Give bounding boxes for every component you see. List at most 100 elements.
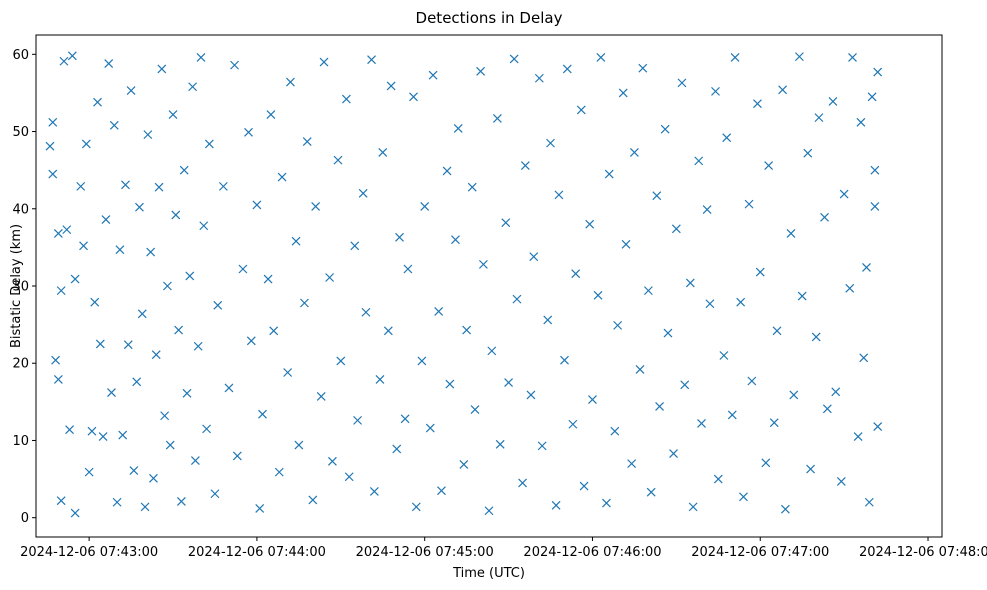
data-point xyxy=(67,51,77,61)
data-point xyxy=(688,502,698,512)
data-point xyxy=(165,440,175,450)
data-point xyxy=(115,245,125,255)
data-point xyxy=(434,307,444,316)
data-point xyxy=(132,377,142,387)
data-point xyxy=(579,481,589,491)
data-point xyxy=(190,456,200,465)
data-point xyxy=(705,299,715,309)
data-point xyxy=(157,64,167,74)
data-point xyxy=(831,387,841,397)
data-point xyxy=(392,444,402,454)
data-point xyxy=(246,336,256,346)
data-point xyxy=(596,52,606,62)
data-point xyxy=(70,274,80,284)
data-point xyxy=(319,57,329,67)
data-point xyxy=(112,497,122,507)
data-point xyxy=(870,165,880,175)
data-point xyxy=(283,368,293,377)
data-point xyxy=(395,232,404,242)
x-tick-label: 2024-12-06 07:47:00 xyxy=(691,545,829,560)
data-point xyxy=(856,117,866,127)
data-point xyxy=(400,414,410,424)
data-point xyxy=(196,52,206,62)
data-point xyxy=(736,297,746,307)
data-point xyxy=(520,161,530,170)
data-point xyxy=(258,409,267,419)
data-point xyxy=(202,424,211,434)
data-point xyxy=(87,426,97,436)
x-tick-label: 2024-12-06 07:43:00 xyxy=(20,545,158,560)
data-point xyxy=(425,423,435,433)
data-point xyxy=(442,166,452,176)
data-point xyxy=(803,148,813,158)
data-point xyxy=(286,77,295,87)
data-point xyxy=(48,169,58,179)
data-point xyxy=(101,215,111,225)
data-point xyxy=(204,139,214,149)
data-point xyxy=(93,97,102,107)
y-tick-label: 30 xyxy=(12,280,29,295)
data-point xyxy=(428,70,438,80)
data-point xyxy=(154,182,164,192)
data-point xyxy=(786,229,796,238)
data-point xyxy=(848,52,857,62)
data-point xyxy=(806,464,815,474)
data-point xyxy=(585,219,595,229)
data-point xyxy=(839,189,849,199)
data-point xyxy=(70,508,80,518)
data-point xyxy=(685,278,695,288)
data-point xyxy=(62,225,72,235)
data-point xyxy=(51,355,60,365)
data-point xyxy=(462,325,472,335)
data-point xyxy=(702,205,712,214)
data-point xyxy=(53,375,63,384)
data-point xyxy=(210,489,220,499)
data-point xyxy=(336,356,346,366)
data-point xyxy=(660,124,670,134)
data-point xyxy=(845,283,855,293)
data-point xyxy=(621,239,631,249)
data-point xyxy=(677,78,687,88)
data-point xyxy=(602,498,611,508)
data-point xyxy=(437,486,446,496)
data-point xyxy=(764,161,774,170)
data-point xyxy=(218,181,228,191)
x-tick-label: 2024-12-06 07:46:00 xyxy=(523,545,661,560)
data-point xyxy=(862,263,871,272)
data-point xyxy=(604,169,614,179)
data-point xyxy=(487,346,497,356)
data-point xyxy=(350,241,360,251)
data-point xyxy=(327,456,337,466)
data-point xyxy=(137,309,147,319)
data-point xyxy=(107,388,116,398)
data-point xyxy=(534,73,544,83)
data-point xyxy=(755,267,765,277)
data-point xyxy=(277,172,287,182)
data-point xyxy=(358,188,368,198)
data-point xyxy=(252,200,262,210)
data-point xyxy=(185,271,195,281)
data-point xyxy=(95,339,105,349)
data-point xyxy=(780,504,790,514)
y-tick-label: 50 xyxy=(12,125,29,140)
data-point xyxy=(300,298,309,308)
data-point xyxy=(671,224,681,234)
data-point xyxy=(59,56,69,66)
data-point xyxy=(694,156,704,166)
data-point xyxy=(571,269,581,279)
data-point xyxy=(470,405,480,414)
data-point xyxy=(789,390,799,400)
data-point xyxy=(294,440,304,450)
data-point xyxy=(588,395,597,404)
data-point xyxy=(484,506,494,516)
data-point xyxy=(353,415,362,425)
data-point xyxy=(129,466,139,476)
data-point xyxy=(512,294,522,304)
data-point xyxy=(171,210,181,220)
data-point xyxy=(873,422,883,431)
data-point xyxy=(291,236,301,246)
data-point xyxy=(263,274,273,284)
data-point xyxy=(149,473,158,483)
data-point xyxy=(369,487,379,496)
